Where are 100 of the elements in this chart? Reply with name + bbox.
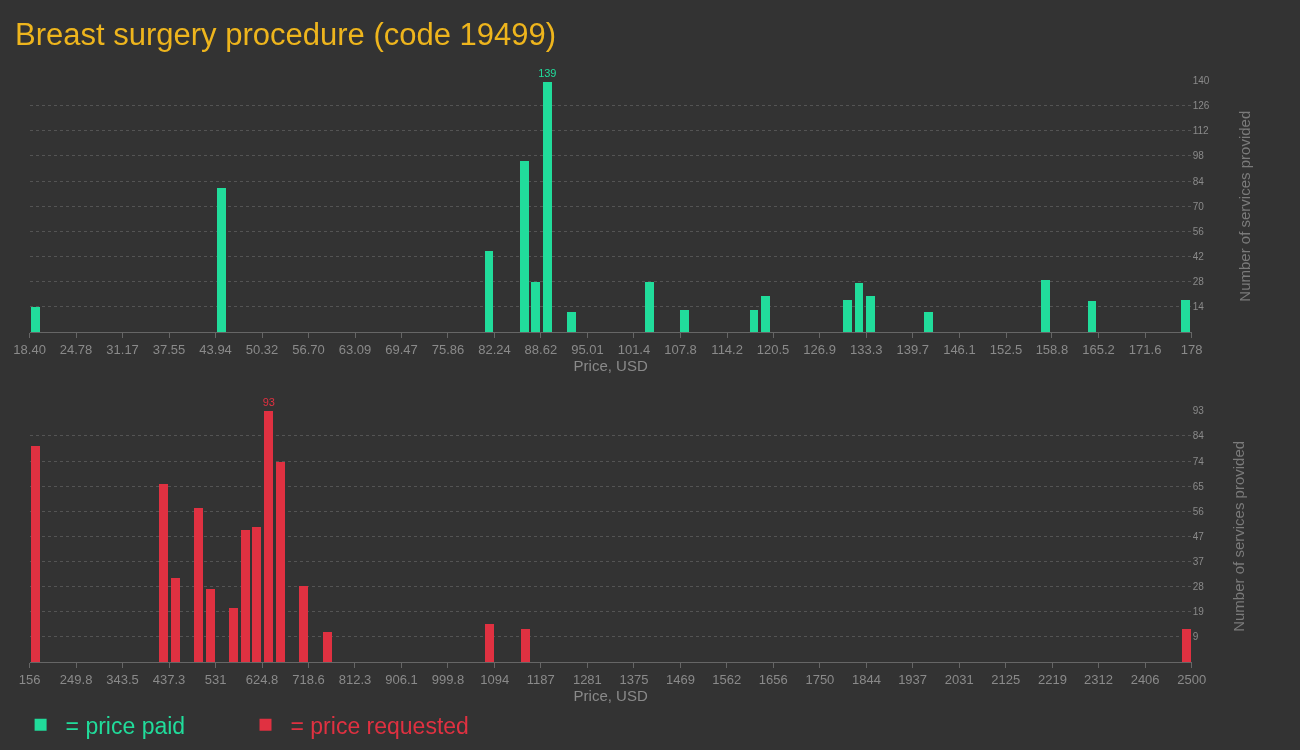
x-tick-label: 133.3 [849,341,883,357]
y-tick-label: 140 [1192,74,1210,86]
x-tick-label: 126.9 [803,341,836,357]
y-tick-label: 56 [1192,505,1205,517]
bar [644,281,654,332]
x-tick-label: 1375 [619,671,649,687]
x-tick-label: 2219 [1037,671,1067,687]
x-tick-label: 156 [18,671,41,687]
x-tick-label: 82.24 [478,341,511,357]
bar [170,578,180,662]
x-tick-label: 139.7 [896,341,930,357]
bar [531,281,541,332]
y-tick-label: 37 [1192,555,1205,567]
y-tick-label: 98 [1192,150,1205,162]
x-tick-label: 101.4 [617,341,651,357]
x-tick-label: 43.94 [199,341,232,357]
x-tick-label: 624.8 [245,671,279,687]
x-tick-label: 165.2 [1082,341,1115,357]
x-tick-label: 812.3 [338,671,372,687]
bar [749,310,759,332]
x-tick-label: 1562 [712,671,742,687]
x-tick-label: 120.5 [756,341,790,357]
x-tick-label: 56.70 [292,341,325,357]
y-tick-label: 84 [1192,430,1205,442]
bar [520,161,530,332]
x-tick-label: 63.09 [338,341,372,357]
x-tick-label: 1937 [898,671,928,687]
bar [761,296,771,332]
y-tick-label: 28 [1192,276,1205,288]
x-tick-label: 107.8 [664,341,697,357]
y-tick-label: 70 [1192,200,1205,212]
bar [1040,279,1050,332]
x-tick-label: 69.47 [385,341,418,357]
bar [866,296,875,332]
x-tick-label: 2125 [991,671,1021,687]
y-tick-label: 84 [1192,175,1205,187]
x-tick-label: 171.6 [1128,341,1162,357]
x-axis-title: Price, USD [573,686,648,704]
bar [1180,299,1190,332]
bar [924,312,934,332]
x-axis-title: Price, USD [573,356,648,374]
x-tick-label: 95.01 [571,341,604,357]
y-tick-label: 126 [1192,100,1210,112]
x-tick-label: 343.5 [106,671,139,687]
bar [217,188,227,332]
y-tick-label: 56 [1192,225,1205,237]
x-tick-label: 999.8 [431,671,465,687]
x-tick-label: 1844 [852,671,881,687]
bar [679,310,689,332]
x-tick-label: 531 [204,671,227,687]
bar [252,526,262,662]
x-tick-label: 75.86 [431,341,465,357]
x-tick-label: 2500 [1177,671,1207,687]
x-tick-label: 114.2 [711,341,743,357]
bar [484,251,494,332]
bar [30,445,40,662]
x-tick-label: 88.62 [524,341,558,357]
y-tick-label: 47 [1192,530,1205,542]
x-tick-label: 2406 [1130,671,1160,687]
y-tick-label: 19 [1192,606,1205,618]
bar [566,312,576,332]
y-tick-label: 65 [1192,480,1205,492]
bar [854,283,864,332]
data-label: 139 [538,67,557,80]
bar [205,589,216,662]
bar [1182,629,1192,662]
bar [275,462,285,662]
legend-label: = price paid [65,712,186,739]
y-tick-label: 28 [1192,581,1205,593]
bar [240,529,250,662]
bar [322,632,332,662]
y-tick-label: 42 [1192,251,1205,263]
x-tick-label: 437.3 [152,671,186,687]
bar [542,82,552,332]
bar [520,629,530,662]
bar [193,508,203,662]
bar [1087,301,1097,332]
x-tick-label: 50.32 [245,341,279,357]
bar [264,410,274,662]
x-tick-label: 18.40 [13,341,46,357]
x-tick-label: 2031 [944,671,974,687]
chart-title: Breast surgery procedure (code 19499) [15,16,557,52]
bar [485,624,495,662]
bar [31,306,40,332]
x-tick-label: 1281 [572,671,602,687]
x-tick-label: 2312 [1084,671,1113,687]
x-tick-label: 1094 [480,671,510,687]
x-tick-label: 37.55 [152,341,186,357]
x-tick-label: 718.6 [292,671,325,687]
y-axis-title: Number of services provided [1230,440,1248,632]
y-tick-label: 14 [1192,301,1205,313]
x-tick-label: 1187 [526,671,555,687]
y-tick-label: 9 [1192,631,1199,643]
bar [158,483,169,662]
x-tick-label: 178 [1180,341,1203,357]
x-tick-label: 158.8 [1035,341,1069,357]
bar [298,586,309,662]
y-tick-label: 74 [1192,455,1205,467]
legend-label: = price requested [290,712,469,739]
x-tick-label: 146.1 [943,341,976,357]
